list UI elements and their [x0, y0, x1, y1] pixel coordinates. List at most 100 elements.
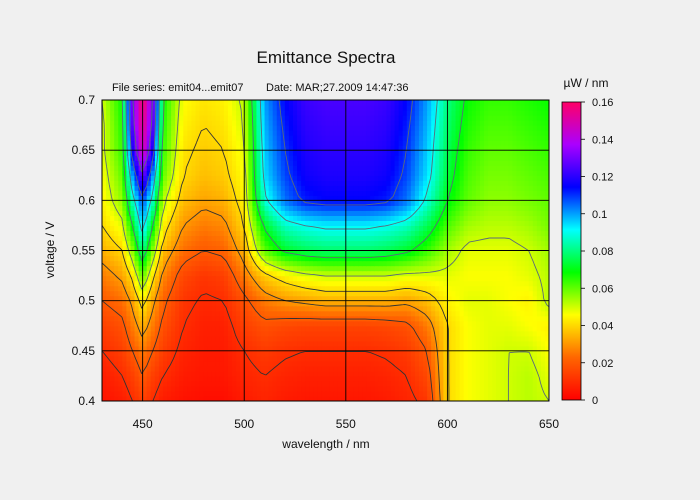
heatmap-cell — [248, 285, 253, 292]
heatmap-cell — [195, 335, 201, 342]
heatmap-cell — [102, 265, 107, 272]
heatmap-cell — [272, 320, 278, 327]
heatmap-cell — [532, 305, 538, 312]
heatmap-cell — [158, 265, 164, 272]
heatmap-cell — [211, 380, 217, 387]
heatmap-cell — [187, 305, 192, 312]
heatmap-cell — [284, 345, 290, 352]
heatmap-cell — [333, 375, 339, 382]
heatmap-cell — [374, 360, 379, 367]
heatmap-cell — [325, 300, 331, 307]
heatmap-cell — [423, 245, 428, 252]
heatmap-cell — [382, 175, 388, 181]
heatmap-cell — [321, 390, 327, 397]
heatmap-cell — [130, 250, 136, 257]
heatmap-cell — [195, 205, 201, 211]
heatmap-cell — [325, 260, 331, 267]
heatmap-cell — [329, 355, 335, 362]
heatmap-cell — [260, 360, 266, 367]
heatmap-cell — [268, 245, 274, 252]
heatmap-cell — [532, 255, 538, 262]
heatmap-cell — [540, 250, 546, 257]
heatmap-cell — [370, 300, 375, 307]
heatmap-cell — [248, 390, 253, 397]
heatmap-cell — [353, 280, 359, 287]
heatmap-cell — [268, 380, 274, 387]
heatmap-cell — [284, 180, 290, 186]
heatmap-cell — [325, 275, 331, 282]
heatmap-cell — [427, 340, 432, 347]
heatmap-cell — [492, 210, 497, 216]
heatmap-cell — [219, 290, 225, 297]
heatmap-cell — [264, 330, 270, 337]
heatmap-cell — [333, 340, 339, 347]
heatmap-cell — [167, 200, 172, 206]
heatmap-cell — [167, 205, 172, 211]
heatmap-cell — [540, 345, 546, 352]
heatmap-cell — [394, 235, 400, 242]
heatmap-cell — [532, 335, 538, 342]
heatmap-cell — [122, 195, 127, 201]
heatmap-cell — [102, 245, 107, 252]
heatmap-cell — [138, 325, 144, 332]
heatmap-cell — [402, 295, 408, 302]
heatmap-cell — [252, 245, 258, 252]
heatmap-cell — [406, 330, 412, 337]
heatmap-cell — [353, 275, 359, 282]
heatmap-cell — [512, 320, 518, 327]
heatmap-cell — [130, 390, 136, 397]
heatmap-cell — [171, 205, 176, 211]
heatmap-cell — [211, 275, 217, 282]
heatmap-cell — [418, 345, 424, 352]
heatmap-cell — [288, 330, 294, 337]
heatmap-cell — [248, 245, 253, 252]
heatmap-cell — [435, 205, 440, 211]
heatmap-cell — [232, 320, 237, 327]
heatmap-cell — [528, 215, 534, 221]
heatmap-cell — [301, 395, 306, 401]
heatmap-cell — [264, 380, 270, 387]
heatmap-cell — [292, 235, 298, 242]
heatmap-cell — [378, 340, 383, 347]
heatmap-cell — [341, 365, 347, 372]
heatmap-cell — [508, 345, 514, 352]
heatmap-cell — [362, 380, 367, 387]
heatmap-cell — [130, 360, 136, 367]
heatmap-cell — [374, 280, 379, 287]
heatmap-cell — [276, 310, 282, 317]
heatmap-cell — [244, 175, 249, 181]
heatmap-cell — [459, 335, 465, 342]
heatmap-cell — [232, 230, 237, 237]
heatmap-cell — [374, 265, 379, 272]
heatmap-cell — [276, 170, 282, 176]
heatmap-cell — [341, 300, 347, 307]
heatmap-cell — [317, 355, 323, 362]
heatmap-cell — [492, 290, 497, 297]
heatmap-cell — [398, 320, 404, 327]
heatmap-cell — [134, 245, 140, 252]
heatmap-cell — [463, 215, 469, 221]
heatmap-cell — [390, 250, 396, 257]
heatmap-cell — [532, 290, 538, 297]
heatmap-cell — [146, 220, 152, 227]
heatmap-cell — [435, 330, 440, 337]
heatmap-cell — [427, 295, 432, 302]
heatmap-cell — [349, 235, 355, 242]
heatmap-cell — [175, 245, 180, 252]
heatmap-cell — [345, 205, 351, 211]
heatmap-cell — [223, 365, 229, 372]
heatmap-cell — [540, 240, 546, 247]
heatmap-cell — [102, 210, 107, 216]
heatmap-cell — [272, 250, 278, 257]
heatmap-cell — [150, 290, 156, 297]
heatmap-cell — [345, 210, 351, 216]
heatmap-cell — [317, 295, 323, 302]
heatmap-cell — [378, 190, 383, 196]
heatmap-cell — [297, 395, 302, 401]
heatmap-cell — [536, 180, 542, 186]
heatmap-cell — [248, 275, 253, 282]
heatmap-cell — [171, 310, 176, 317]
heatmap-cell — [329, 180, 335, 186]
heatmap-cell — [496, 210, 501, 216]
heatmap-cell — [223, 315, 229, 322]
